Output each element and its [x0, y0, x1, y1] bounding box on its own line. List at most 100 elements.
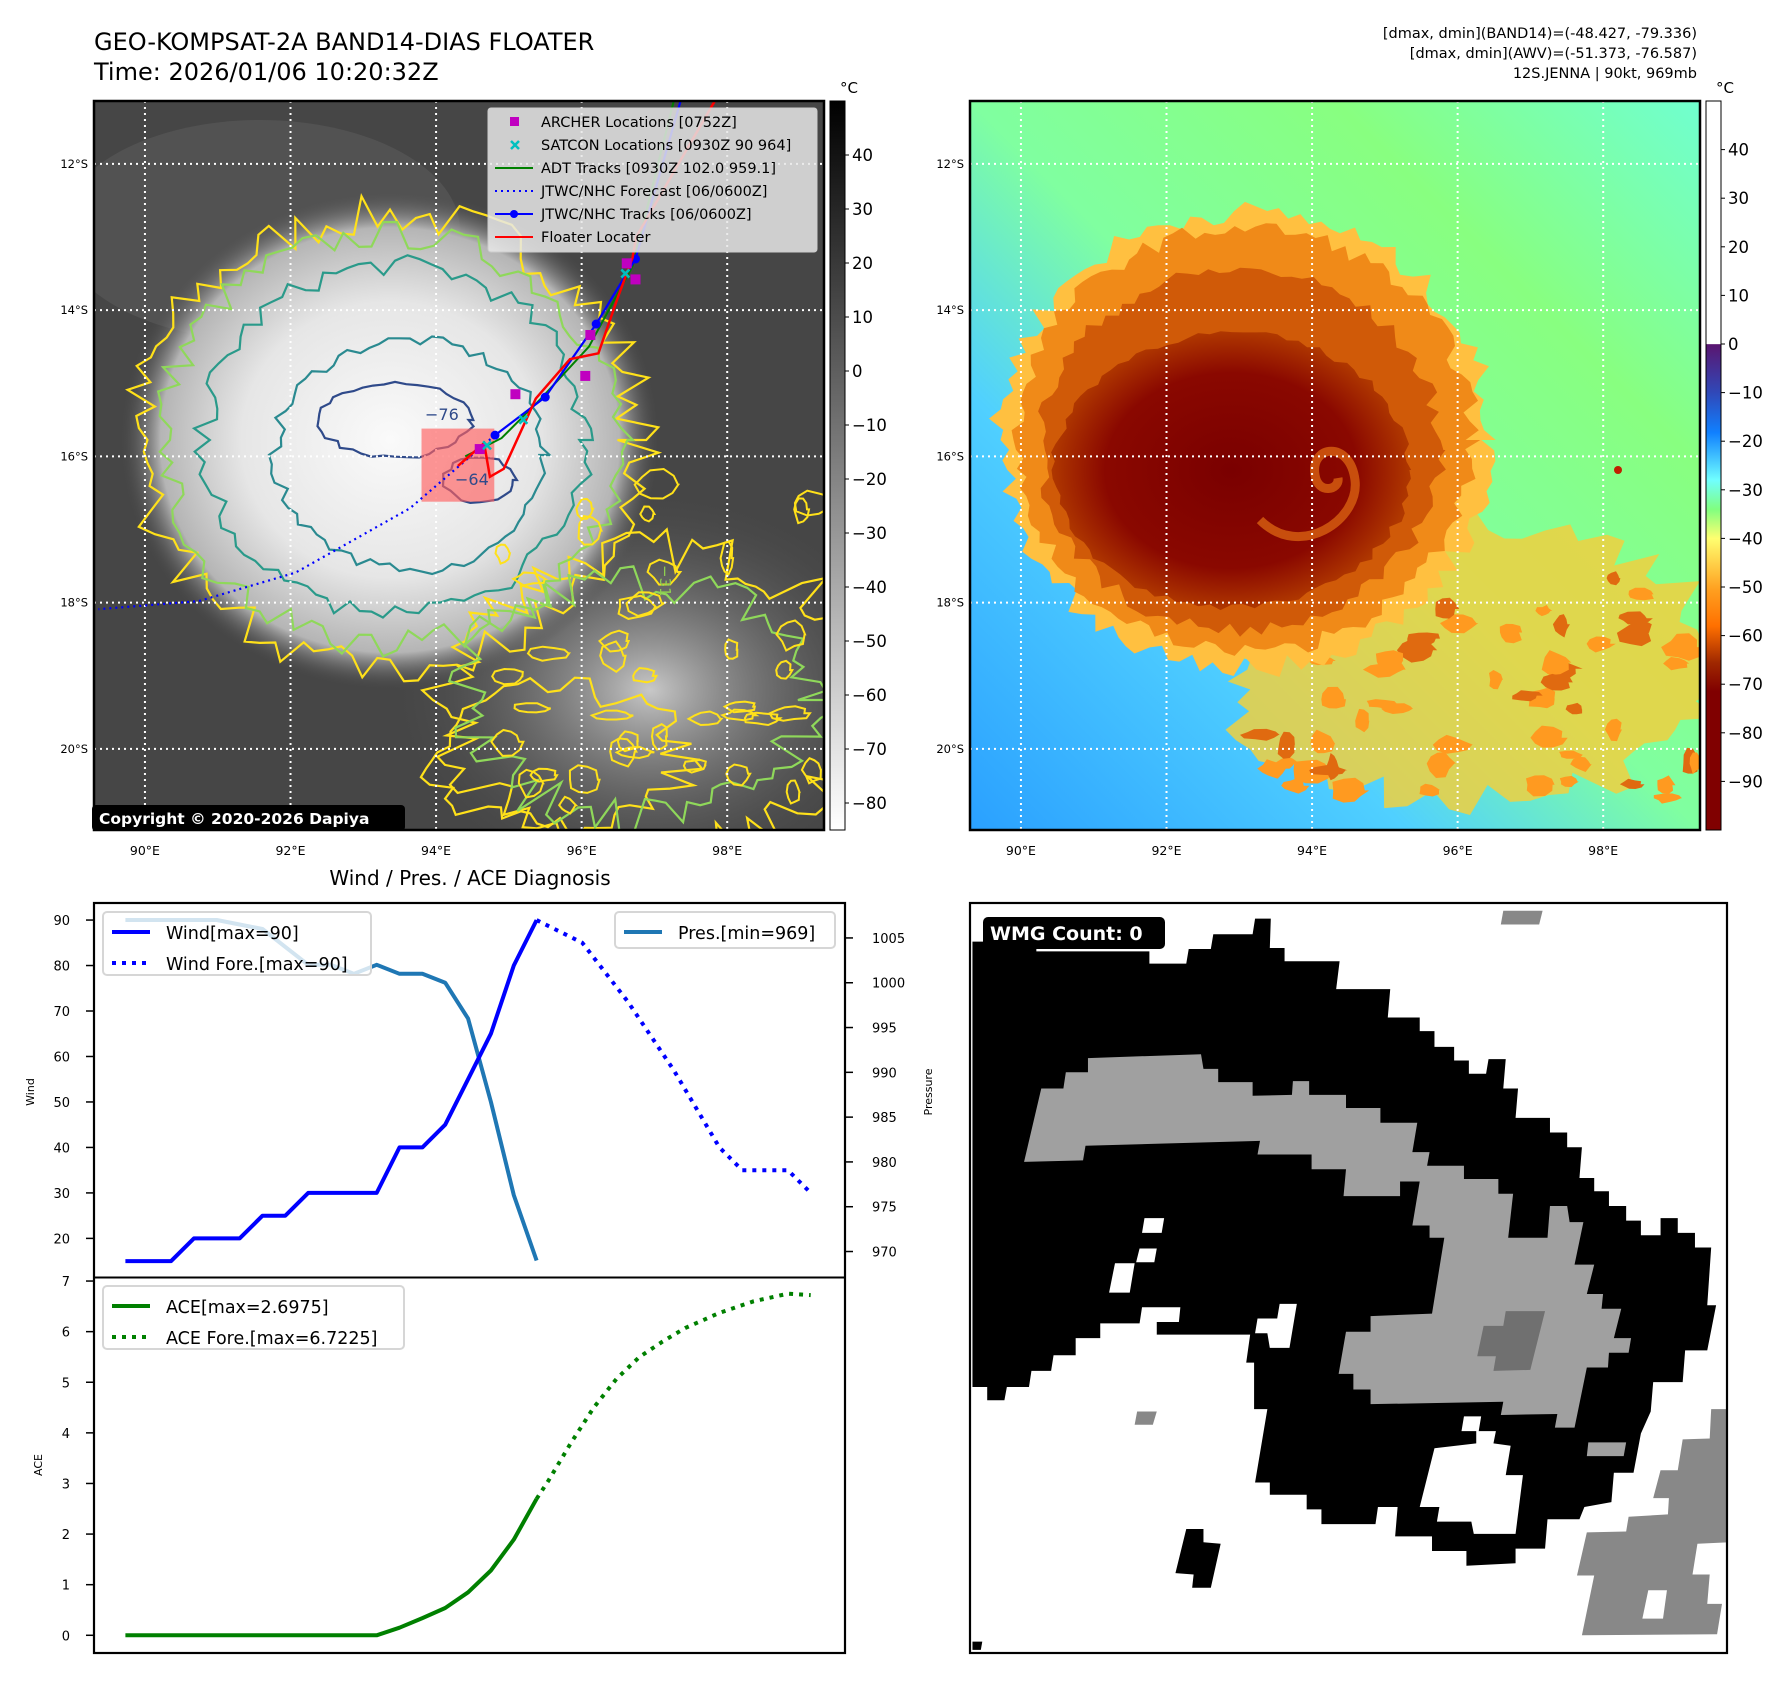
wind-tick-label: 40 — [53, 1141, 70, 1156]
colorbar-tick-label: −10 — [1728, 384, 1763, 403]
ace-tick-label: 3 — [62, 1477, 70, 1492]
dias-colorbar-unit: °C — [1716, 79, 1734, 97]
cloud-cell — [1366, 699, 1398, 709]
ace-tick-label: 2 — [62, 1528, 70, 1543]
colorbar-tick-label: −50 — [852, 632, 887, 651]
contour-line — [598, 629, 631, 653]
ir-map-panel: −76 −64 −31 ARCHER Locations [0752Z] SATC… — [60, 79, 887, 858]
storm-info: 12S.JENNA | 90kt, 969mb — [1513, 66, 1697, 82]
contour-line — [650, 723, 668, 751]
cloud-cell — [1332, 777, 1370, 803]
colorbar-tick-label: −80 — [852, 794, 887, 813]
eye-spiral — [1256, 446, 1360, 542]
map-axes-labels: 12°S 14°S 16°S 18°S 20°S 90°E 92°E 94°E 96°E 98°E — [936, 157, 1618, 858]
cloud-cell — [1535, 604, 1553, 617]
ace-tick-label: 4 — [62, 1427, 70, 1442]
wind-legend: Wind[max=90] Wind Fore.[max=90] — [102, 911, 372, 976]
contour-lines — [125, 192, 824, 830]
contour-line — [589, 709, 634, 721]
cloud-cell — [1541, 650, 1572, 676]
legend-entry-label: JTWC/NHC Forecast [06/0600Z] — [540, 184, 767, 200]
pressure-tick-label: 1000 — [872, 977, 905, 992]
colorbar-tick-label: 0 — [1728, 335, 1739, 354]
colorbar-tick-label: −40 — [1728, 529, 1763, 548]
jtwc-track-point — [591, 319, 601, 329]
copyright-box — [92, 805, 405, 831]
cloud-cell — [1618, 611, 1653, 625]
dias-colorbar-ticks: 40 30 20 10 0 −10 −20 −30 −40 −50 −60 −70 −80 −90 — [1721, 141, 1763, 791]
contour-line — [420, 527, 824, 830]
cloud-cell — [1559, 750, 1583, 759]
pressure-tick-label: 970 — [872, 1246, 897, 1261]
cloud-cell — [1362, 662, 1406, 678]
archer-location — [510, 389, 521, 400]
legend-wind: Wind[max=90] — [166, 924, 299, 944]
longitude-label: 98°E — [712, 843, 742, 858]
longitude-label: 96°E — [567, 843, 597, 858]
latitude-label: 16°S — [936, 449, 964, 463]
map-frame — [968, 99, 1702, 832]
archer-location — [621, 258, 632, 269]
wmg-panel: WMG Count: 0 — [968, 901, 1729, 1655]
legend-pressure: Pres.[min=969] — [678, 924, 815, 944]
longitude-label: 92°E — [275, 843, 305, 858]
wmg-mask — [972, 910, 1727, 1650]
legend-entry-label: ARCHER Locations [0752Z] — [541, 115, 737, 131]
pressure-tick-label: 990 — [872, 1066, 897, 1081]
jtwc-track-point — [679, 86, 688, 95]
cloud-cell — [1540, 673, 1573, 691]
dias-colorbar — [1705, 100, 1722, 831]
cloud-cell — [1240, 728, 1280, 741]
colorbar-tick-label: −40 — [852, 578, 887, 597]
colorbar-tick-label: −50 — [1728, 578, 1763, 597]
longitude-label: 98°E — [1588, 843, 1618, 858]
contour-line — [768, 705, 812, 722]
latitude-label: 20°S — [936, 742, 964, 756]
cloud-cell — [1604, 718, 1622, 742]
pressure-tick-label: 995 — [872, 1022, 897, 1037]
legend-entry-label: JTWC/NHC Tracks [06/0600Z] — [540, 207, 752, 223]
cloud-cell — [1689, 752, 1700, 775]
latitude-label: 18°S — [60, 596, 88, 610]
cloud-cell — [1616, 619, 1652, 647]
contour-label-31: −31 — [656, 565, 674, 597]
contour-line — [191, 254, 595, 619]
archer-location — [630, 274, 641, 285]
wmg-frame — [968, 901, 1729, 1655]
cloud-cell — [1281, 777, 1310, 794]
contour-line — [568, 764, 601, 794]
contour-line — [725, 763, 752, 787]
contour-line — [599, 640, 627, 674]
contour-line — [267, 335, 553, 576]
satcon-location — [518, 414, 529, 425]
latitude-label: 14°S — [60, 303, 88, 317]
cloud-cell — [1321, 686, 1346, 709]
colorbar-tick-label: −90 — [1728, 772, 1763, 791]
cloud-cell — [1257, 759, 1286, 779]
archer-location — [474, 444, 485, 455]
wmg-count-label: WMG Count: 0 — [990, 923, 1143, 945]
cloud-cell — [1661, 633, 1700, 661]
cloud-cell — [1310, 729, 1335, 754]
archer-location — [580, 370, 591, 381]
colorbar-tick-label: −70 — [852, 740, 887, 759]
longitude-label: 94°E — [1297, 843, 1327, 858]
longitude-label: 90°E — [1006, 843, 1036, 858]
contour-line — [511, 571, 549, 587]
colorbar-tick-label: 30 — [852, 200, 873, 219]
cloud-cell — [1653, 793, 1682, 804]
contour-line — [686, 710, 724, 727]
cloud-cell — [1586, 636, 1616, 653]
cloud-cell — [1552, 614, 1570, 638]
colorbar-tick-label: −60 — [1728, 627, 1763, 646]
legend-wind-forecast: Wind Fore.[max=90] — [166, 955, 348, 975]
colorbar-tick-label: −30 — [1728, 481, 1763, 500]
figure-time: Time: 2026/01/06 10:20:32Z — [93, 58, 439, 86]
wmg-count-badge — [983, 917, 1165, 949]
cloud-cell — [1559, 775, 1579, 788]
contour-line — [633, 467, 681, 500]
cloud-cell — [1526, 775, 1555, 797]
contour-label-64: −64 — [455, 470, 489, 489]
chart-frame — [92, 901, 847, 1655]
cloud-cell — [1628, 587, 1654, 601]
